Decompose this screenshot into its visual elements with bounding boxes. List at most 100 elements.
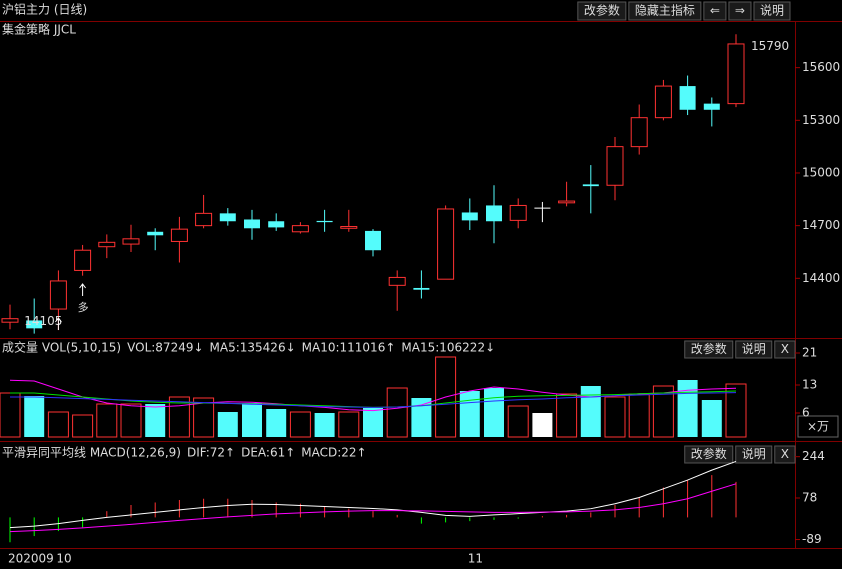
legend-entry: DEA:61↑ xyxy=(241,446,295,460)
low-label: 14105 xyxy=(24,314,62,328)
indicator-line xyxy=(9,460,737,529)
volume-bar xyxy=(120,403,142,438)
candle-body xyxy=(147,231,164,236)
volume-bar xyxy=(411,398,432,437)
toolbar-button[interactable]: 隐藏主指标 xyxy=(628,1,702,21)
candle-body xyxy=(582,184,599,187)
button-frame xyxy=(728,1,752,21)
candle-body xyxy=(74,249,92,271)
y-tick-label: 15000 xyxy=(802,165,840,179)
button-label: ⇒ xyxy=(735,4,745,18)
candle-body xyxy=(26,320,43,329)
volume-bar xyxy=(72,414,94,438)
candle-body xyxy=(654,85,672,119)
volume-bar xyxy=(168,396,190,438)
volume-bar xyxy=(725,383,747,438)
toolbar-button[interactable]: X xyxy=(774,340,796,359)
volume-bar xyxy=(242,403,262,437)
button-frame xyxy=(774,445,796,464)
y-tick-label: -89 xyxy=(802,532,822,546)
chart-subtitle: 集金策略 JJCL xyxy=(2,22,76,37)
y-tick-label: 244 xyxy=(802,449,825,463)
volume-bar xyxy=(532,413,553,437)
unit-box xyxy=(797,415,839,438)
button-label: 改参数 xyxy=(691,446,727,461)
volume-bar xyxy=(580,386,601,437)
volume-bar xyxy=(47,411,69,438)
toolbar-button[interactable]: ⇒ xyxy=(728,1,752,21)
button-label: 改参数 xyxy=(691,341,727,356)
panel-title: 平滑异同平均线 MACD(12,26,9) xyxy=(2,446,181,460)
volume-bar xyxy=(0,392,21,438)
candle-body xyxy=(437,208,455,280)
button-label: 说明 xyxy=(742,341,766,356)
indicator-line xyxy=(10,392,737,408)
volume-bar xyxy=(507,405,529,438)
candle-body xyxy=(98,241,116,248)
volume-bar xyxy=(266,409,287,437)
candle-body xyxy=(413,287,430,290)
button-label: ⇐ xyxy=(710,4,720,18)
volume-bar xyxy=(193,397,215,438)
button-label: 改参数 xyxy=(584,3,620,18)
volume-bar xyxy=(363,408,383,437)
button-frame xyxy=(735,445,773,464)
button-label: 说明 xyxy=(742,446,766,461)
legend-entry: MACD:22↑ xyxy=(301,446,366,460)
volume-bar xyxy=(556,393,578,438)
candle-body xyxy=(170,228,188,242)
volume-bar xyxy=(289,411,311,438)
candle-body xyxy=(630,117,648,148)
candle-body xyxy=(1,318,19,323)
signal-label: 多 xyxy=(78,300,89,314)
legend-entry: MA15:106222↓ xyxy=(401,341,495,355)
volume-bar xyxy=(338,411,360,438)
y-tick-label: 15300 xyxy=(802,113,840,127)
candle-body xyxy=(195,212,213,227)
button-frame xyxy=(774,340,796,359)
volume-bar xyxy=(386,387,408,438)
toolbar-button[interactable]: 说明 xyxy=(735,340,773,359)
y-tick-label: 6 xyxy=(802,406,810,420)
legend-entry: VOL:87249↓ xyxy=(127,341,203,355)
toolbar-button[interactable]: ⇐ xyxy=(703,1,727,21)
toolbar-button[interactable]: 说明 xyxy=(735,445,773,464)
y-tick-label: 21 xyxy=(802,346,817,360)
y-tick-label: 13 xyxy=(802,378,817,392)
legend-entry: MA5:135426↓ xyxy=(210,341,296,355)
candle-body xyxy=(291,225,309,233)
candle-body xyxy=(122,238,140,245)
volume-bar xyxy=(217,412,238,437)
toolbar-button[interactable]: X xyxy=(774,445,796,464)
candle-body xyxy=(388,276,406,286)
volume-bar xyxy=(701,400,722,437)
high-label: 15790 xyxy=(751,39,789,53)
volume-bar xyxy=(628,393,650,438)
button-label: X xyxy=(781,447,789,461)
chart-title: 沪铝主力 (日线) xyxy=(2,2,87,17)
button-label: X xyxy=(781,342,789,356)
toolbar-button[interactable]: 改参数 xyxy=(577,1,627,21)
candle-body xyxy=(219,213,236,222)
button-frame xyxy=(753,1,791,21)
toolbar-button[interactable]: 改参数 xyxy=(684,445,734,464)
unit-label: ×万 xyxy=(807,420,829,434)
volume-bar xyxy=(314,413,335,437)
y-tick-label: 14400 xyxy=(802,271,840,285)
x-tick-label: 10 xyxy=(56,552,71,566)
volume-bar xyxy=(459,391,480,437)
signal-arrow xyxy=(55,317,62,330)
candle-body xyxy=(365,230,381,251)
volume-bar xyxy=(677,380,698,437)
candle-body xyxy=(316,220,333,223)
candle-body xyxy=(461,212,478,221)
button-frame xyxy=(577,1,627,21)
candle-body xyxy=(558,200,576,204)
legend-entry: MA10:111016↑ xyxy=(302,341,396,355)
button-frame xyxy=(735,340,773,359)
toolbar-button[interactable]: 改参数 xyxy=(684,340,734,359)
x-tick-label: 11 xyxy=(468,552,483,566)
toolbar-button[interactable]: 说明 xyxy=(753,1,791,21)
